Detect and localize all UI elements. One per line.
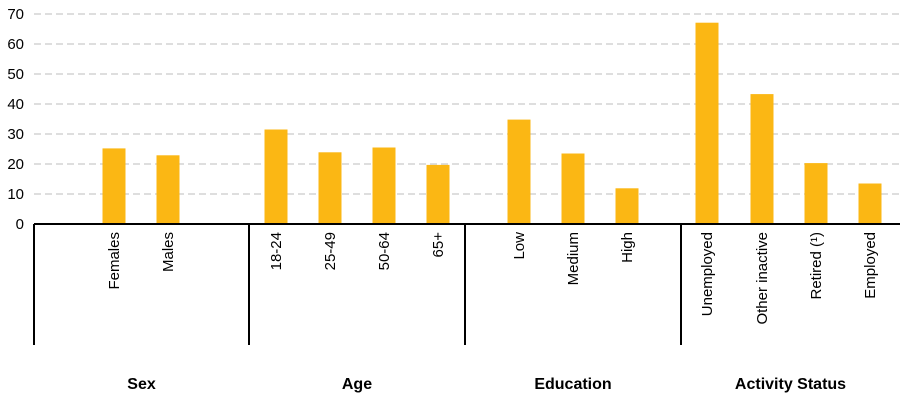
bar [858, 183, 882, 224]
category-label: Unemployed [699, 232, 716, 316]
axes [33, 223, 900, 345]
category-label: 50-64 [376, 232, 393, 270]
y-tick-label: 50 [7, 66, 24, 83]
bar [561, 153, 585, 224]
group-label: Education [534, 376, 611, 393]
category-label: Medium [565, 232, 582, 285]
y-tick-label: 60 [7, 36, 24, 53]
group-label: Age [342, 376, 372, 393]
group-labels: Sex Age Education Activity Status [127, 376, 846, 393]
bar [318, 152, 342, 224]
group-label: Activity Status [735, 376, 846, 393]
bar [507, 119, 531, 224]
y-tick-label: 70 [7, 6, 24, 23]
bar [102, 148, 126, 224]
bar [264, 129, 288, 224]
category-label: 25-49 [322, 232, 339, 270]
bar [615, 188, 639, 224]
category-label: Employed [862, 232, 879, 299]
bar [804, 163, 828, 224]
group-label: Sex [127, 376, 156, 393]
category-label: Low [511, 232, 528, 260]
bar [372, 147, 396, 224]
bar [156, 155, 180, 224]
y-tick-labels: 0 10 20 30 40 50 60 70 [7, 6, 24, 233]
category-label: 18-24 [268, 232, 285, 270]
category-label: Females [106, 232, 123, 290]
y-tick-label: 0 [16, 216, 24, 233]
category-label: Retired (¹) [808, 232, 825, 300]
bar [695, 22, 719, 225]
y-tick-label: 10 [7, 186, 24, 203]
category-label: Other inactive [754, 232, 771, 325]
category-label: High [619, 232, 636, 263]
y-tick-label: 20 [7, 156, 24, 173]
bars [102, 22, 882, 225]
y-tick-label: 40 [7, 96, 24, 113]
category-labels: Females Males 18-24 25-49 50-64 65+ Low Medium H… [106, 232, 879, 325]
bar [426, 164, 450, 224]
bar [750, 94, 774, 224]
category-label: Males [160, 232, 177, 272]
category-label: 65+ [430, 232, 447, 258]
y-tick-label: 30 [7, 126, 24, 143]
